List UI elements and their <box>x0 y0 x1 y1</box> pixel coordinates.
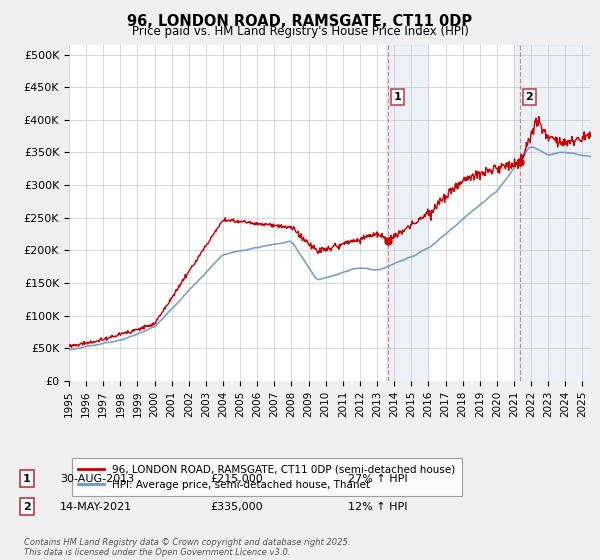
Text: 27% ↑ HPI: 27% ↑ HPI <box>348 474 407 484</box>
Text: 2: 2 <box>526 92 533 102</box>
Text: £215,000: £215,000 <box>210 474 263 484</box>
Text: 14-MAY-2021: 14-MAY-2021 <box>60 502 132 512</box>
Text: 1: 1 <box>394 92 401 102</box>
Text: Contains HM Land Registry data © Crown copyright and database right 2025.
This d: Contains HM Land Registry data © Crown c… <box>24 538 350 557</box>
Text: 1: 1 <box>23 474 31 484</box>
Legend: 96, LONDON ROAD, RAMSGATE, CT11 0DP (semi-detached house), HPI: Average price, s: 96, LONDON ROAD, RAMSGATE, CT11 0DP (sem… <box>71 458 462 496</box>
Text: Price paid vs. HM Land Registry's House Price Index (HPI): Price paid vs. HM Land Registry's House … <box>131 25 469 38</box>
Text: 2: 2 <box>23 502 31 512</box>
Bar <box>514 45 591 381</box>
Text: 96, LONDON ROAD, RAMSGATE, CT11 0DP: 96, LONDON ROAD, RAMSGATE, CT11 0DP <box>127 14 473 29</box>
Bar <box>386 45 428 381</box>
Text: 30-AUG-2013: 30-AUG-2013 <box>60 474 134 484</box>
Text: 12% ↑ HPI: 12% ↑ HPI <box>348 502 407 512</box>
Text: £335,000: £335,000 <box>210 502 263 512</box>
